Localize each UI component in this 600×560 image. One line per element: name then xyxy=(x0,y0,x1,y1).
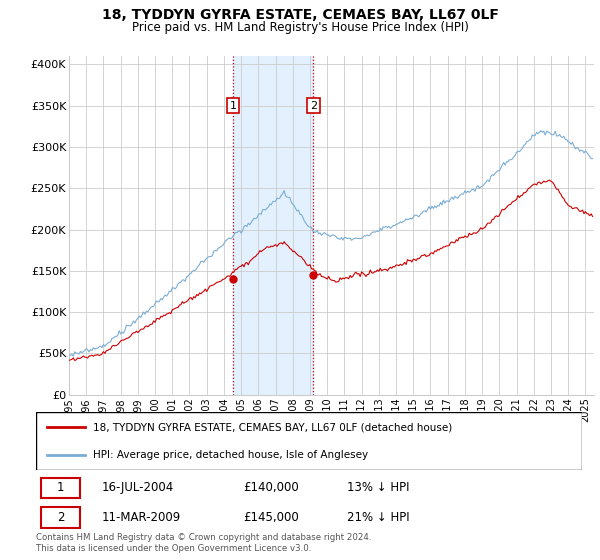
Text: 18, TYDDYN GYRFA ESTATE, CEMAES BAY, LL67 0LF: 18, TYDDYN GYRFA ESTATE, CEMAES BAY, LL6… xyxy=(101,8,499,22)
Text: 1: 1 xyxy=(230,101,237,110)
Text: £140,000: £140,000 xyxy=(244,481,299,494)
Text: £145,000: £145,000 xyxy=(244,511,299,524)
FancyBboxPatch shape xyxy=(41,507,80,528)
Text: HPI: Average price, detached house, Isle of Anglesey: HPI: Average price, detached house, Isle… xyxy=(94,450,368,460)
Text: 2: 2 xyxy=(57,511,64,524)
Text: 13% ↓ HPI: 13% ↓ HPI xyxy=(347,481,410,494)
Text: 18, TYDDYN GYRFA ESTATE, CEMAES BAY, LL67 0LF (detached house): 18, TYDDYN GYRFA ESTATE, CEMAES BAY, LL6… xyxy=(94,422,452,432)
FancyBboxPatch shape xyxy=(36,412,582,470)
FancyBboxPatch shape xyxy=(41,478,80,498)
Text: 1: 1 xyxy=(57,481,64,494)
Text: 2: 2 xyxy=(310,101,317,110)
Text: Contains HM Land Registry data © Crown copyright and database right 2024.
This d: Contains HM Land Registry data © Crown c… xyxy=(36,533,371,553)
Text: 21% ↓ HPI: 21% ↓ HPI xyxy=(347,511,410,524)
Text: 11-MAR-2009: 11-MAR-2009 xyxy=(101,511,181,524)
Text: 16-JUL-2004: 16-JUL-2004 xyxy=(101,481,174,494)
Text: Price paid vs. HM Land Registry's House Price Index (HPI): Price paid vs. HM Land Registry's House … xyxy=(131,21,469,34)
Bar xyxy=(233,56,313,395)
